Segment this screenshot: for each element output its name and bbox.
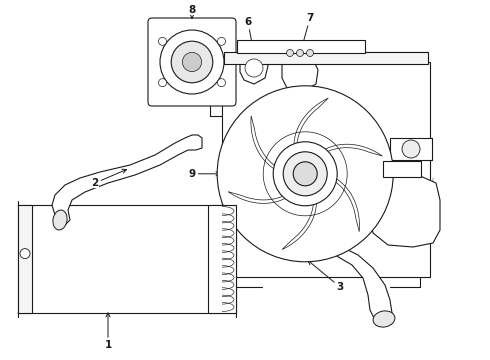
Circle shape (293, 162, 317, 186)
Text: 7: 7 (300, 13, 314, 50)
Bar (383, 161, 421, 177)
Circle shape (171, 41, 213, 83)
Bar (222, 62, 430, 277)
Circle shape (296, 49, 303, 57)
Circle shape (307, 49, 314, 57)
Polygon shape (324, 175, 360, 232)
Circle shape (287, 49, 294, 57)
Circle shape (217, 86, 393, 262)
Polygon shape (368, 175, 440, 247)
Polygon shape (52, 135, 202, 225)
Polygon shape (228, 189, 294, 203)
Circle shape (158, 37, 167, 45)
Polygon shape (317, 144, 382, 158)
Bar (390, 138, 432, 160)
Text: 3: 3 (308, 261, 343, 292)
Circle shape (160, 30, 224, 94)
Polygon shape (251, 116, 286, 172)
Circle shape (402, 140, 420, 158)
Circle shape (218, 37, 225, 45)
Polygon shape (282, 191, 317, 249)
Polygon shape (240, 52, 268, 84)
Bar (237, 40, 365, 53)
Circle shape (273, 142, 337, 206)
Circle shape (218, 78, 225, 87)
Circle shape (283, 152, 327, 196)
Text: 2: 2 (91, 169, 126, 188)
Ellipse shape (53, 210, 67, 230)
Text: 1: 1 (104, 313, 112, 350)
Bar (18, 205, 236, 313)
Circle shape (182, 53, 201, 72)
Ellipse shape (373, 311, 395, 327)
Bar (224, 52, 428, 64)
Circle shape (245, 59, 263, 77)
Text: 5: 5 (362, 144, 388, 154)
Polygon shape (282, 242, 392, 322)
Polygon shape (294, 98, 328, 157)
Bar (208, 205, 236, 313)
Circle shape (20, 249, 30, 258)
Text: 9: 9 (189, 169, 220, 179)
Text: 6: 6 (245, 17, 255, 50)
Bar (18, 205, 32, 313)
Polygon shape (282, 52, 318, 92)
FancyBboxPatch shape (148, 18, 236, 106)
Text: 8: 8 (188, 5, 196, 18)
Text: 4: 4 (351, 213, 367, 223)
Circle shape (158, 78, 167, 87)
